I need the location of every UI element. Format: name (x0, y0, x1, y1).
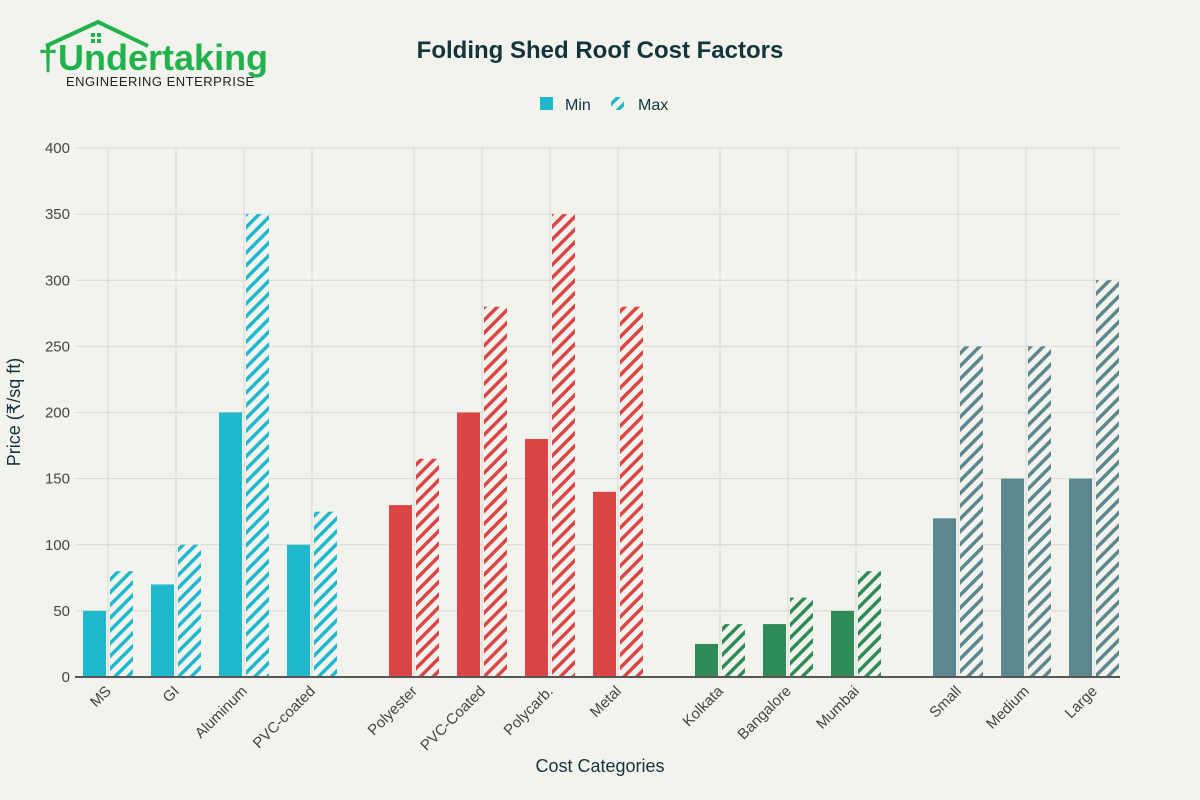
x-tick-label: Mumbai (813, 683, 863, 733)
x-tick-label: Medium (983, 683, 1033, 733)
bar-min-Polyester (389, 505, 412, 677)
bar-max-Small (960, 346, 983, 677)
bar-min-Aluminum (219, 412, 242, 677)
bar-min-Mumbai (831, 610, 854, 677)
bar-min-Large (1069, 478, 1092, 677)
bar-min-GI (151, 584, 174, 677)
y-tick-label: 200 (45, 405, 70, 422)
x-tick-label: Bangalore (734, 683, 794, 743)
y-tick-label: 300 (45, 272, 70, 289)
bar-max-Polycarb. (552, 214, 575, 677)
x-tick-label: MS (87, 683, 115, 711)
x-tick-label: Aluminum (192, 683, 251, 742)
y-tick-label: 50 (53, 603, 70, 620)
x-tick-label: Kolkata (679, 682, 727, 730)
bar-max-Medium (1028, 346, 1051, 677)
company-logo: †Undertaking ENGINEERING ENTERPRISE (38, 19, 268, 89)
bar-max-Mumbai (858, 571, 881, 677)
bar-min-Small (933, 518, 956, 677)
x-tick-label: Polyester (365, 683, 421, 739)
x-tick-label: PVC-coated (250, 683, 319, 752)
legend-label-min: Min (565, 97, 591, 114)
legend-swatch-max (611, 97, 624, 110)
chart-title: Folding Shed Roof Cost Factors (417, 37, 784, 64)
bar-max-Aluminum (246, 214, 269, 677)
x-tick-label: Large (1062, 683, 1101, 722)
bar-min-Polycarb. (525, 438, 548, 677)
y-tick-label: 350 (45, 206, 70, 223)
logo-tagline: ENGINEERING ENTERPRISE (66, 74, 255, 89)
y-axis-label: Price (₹/sq ft) (4, 358, 24, 466)
bar-max-Polyester (416, 458, 439, 677)
x-axis-label: Cost Categories (535, 756, 664, 776)
x-tick-label: Polycarb. (501, 683, 557, 739)
x-tick-label: Metal (587, 683, 625, 721)
bar-max-GI (178, 544, 201, 677)
bar-max-PVC-Coated (484, 306, 507, 677)
bar-min-PVC-Coated (457, 412, 480, 677)
bar-max-MS (110, 571, 133, 677)
x-tick-label: Small (926, 683, 965, 722)
legend-label-max: Max (638, 97, 668, 114)
bar-max-Metal (620, 306, 643, 677)
bar-min-Bangalore (763, 624, 786, 677)
y-tick-label: 150 (45, 471, 70, 488)
bar-max-PVC-coated (314, 511, 337, 677)
bar-max-Large (1096, 280, 1119, 677)
bar-min-PVC-coated (287, 544, 310, 677)
y-tick-label: 0 (62, 669, 70, 686)
x-tick-label: GI (160, 683, 183, 706)
y-tick-label: 400 (45, 140, 70, 157)
legend-swatch-min (540, 97, 553, 110)
y-tick-label: 100 (45, 537, 70, 554)
bar-min-MS (83, 610, 106, 677)
logo-wordmark: †Undertaking (38, 37, 268, 78)
y-tick-label: 250 (45, 338, 70, 355)
bar-max-Bangalore (790, 597, 813, 677)
bar-max-Kolkata (722, 624, 745, 677)
bar-min-Metal (593, 491, 616, 677)
bar-min-Kolkata (695, 643, 718, 677)
x-tick-label: PVC-Coated (417, 683, 489, 755)
bar-min-Medium (1001, 478, 1024, 677)
